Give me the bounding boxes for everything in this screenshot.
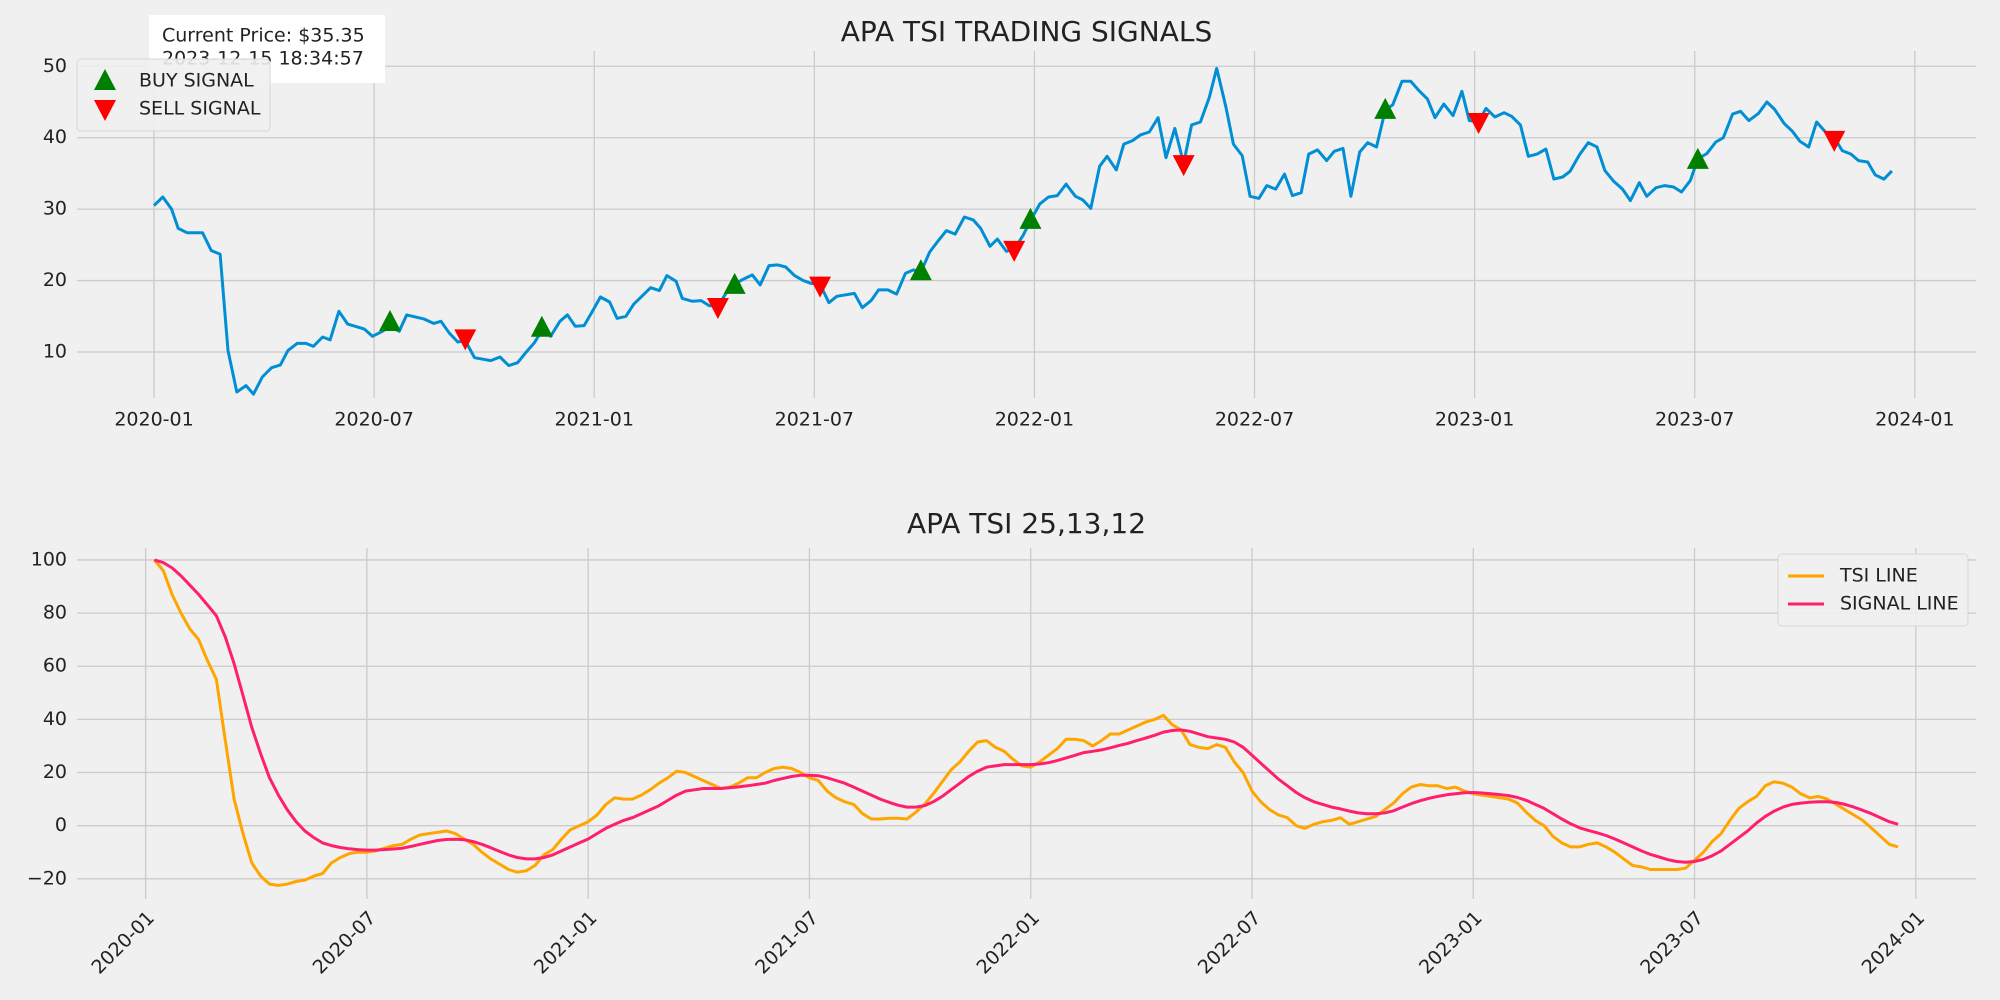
- y-tick-label: 20: [43, 269, 67, 291]
- y-tick-label: 40: [43, 708, 67, 730]
- annotation: Current Price: $35.35: [162, 25, 365, 47]
- legend-box: [76, 58, 271, 132]
- signal-marker: [1172, 155, 1195, 177]
- series-line: [153, 558, 1899, 864]
- x-tick-label: 2021-07: [775, 409, 854, 431]
- signal-marker: [530, 315, 553, 337]
- legend-marker: [94, 100, 116, 121]
- signal-marker: [706, 298, 729, 319]
- signal-marker: [1019, 207, 1042, 229]
- signal-marker: [1467, 113, 1490, 134]
- signal-marker: [1686, 147, 1709, 169]
- x-tick-label: 2022-07: [1215, 409, 1294, 431]
- signal-marker: [378, 310, 401, 331]
- y-tick-label: 30: [43, 198, 67, 220]
- x-tick-label: 2023-07: [1655, 409, 1734, 431]
- legend-label: SELL SIGNAL: [139, 98, 261, 120]
- x-tick-label: 2021-01: [555, 409, 634, 431]
- signal-marker: [723, 272, 746, 294]
- y-tick-label: 100: [31, 548, 67, 570]
- series-line: [153, 559, 1899, 887]
- legend-label: BUY SIGNAL: [139, 70, 254, 92]
- signal-marker: [809, 276, 832, 298]
- legend-marker: [94, 69, 116, 90]
- y-tick-label: 40: [43, 126, 67, 148]
- signal-marker: [454, 329, 477, 351]
- chart-title: APA TSI 25,13,12: [907, 507, 1146, 540]
- signal-marker: [1003, 240, 1026, 262]
- y-tick-label: 60: [43, 655, 67, 677]
- x-tick-label: 2024-01: [1875, 409, 1954, 431]
- y-tick-label: 0: [55, 814, 67, 836]
- y-tick-label: 80: [43, 602, 67, 624]
- legend-box: [1777, 553, 1969, 627]
- x-tick-label: 2022-01: [995, 409, 1074, 431]
- chart-title: APA TSI TRADING SIGNALS: [841, 15, 1212, 48]
- x-tick-label: 2020-01: [114, 409, 193, 431]
- y-tick-label: 50: [43, 55, 67, 77]
- y-tick-label: 20: [43, 761, 67, 783]
- legend-label: SIGNAL LINE: [1840, 593, 1959, 615]
- legend-label: TSI LINE: [1839, 565, 1918, 587]
- signal-marker: [1823, 130, 1846, 152]
- signal-marker: [909, 259, 932, 281]
- x-tick-label: 2020-07: [334, 409, 413, 431]
- series-line: [152, 66, 1893, 396]
- y-tick-label: 10: [43, 341, 67, 363]
- signal-marker: [1374, 97, 1397, 119]
- y-tick-label: −20: [27, 867, 67, 889]
- x-tick-label: 2023-01: [1435, 409, 1514, 431]
